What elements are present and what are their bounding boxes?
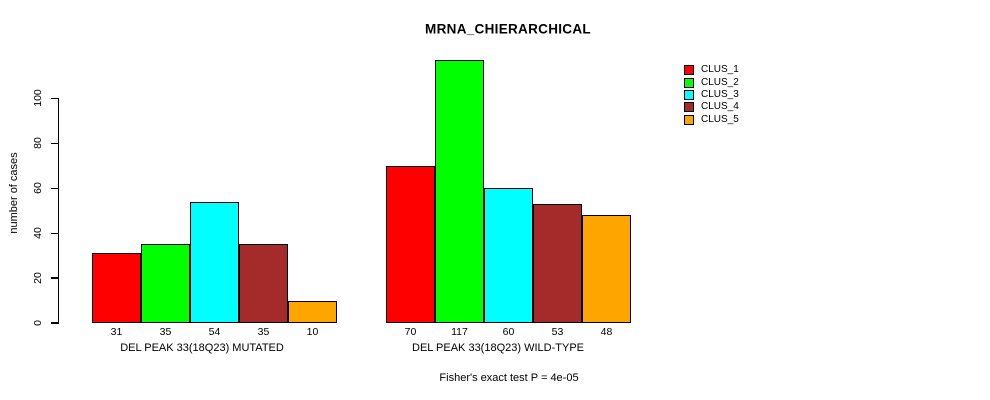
y-tick-label: 40 bbox=[32, 227, 44, 239]
y-tick bbox=[51, 142, 58, 144]
y-tick-label: 80 bbox=[32, 137, 44, 150]
legend-label: CLUS_4 bbox=[701, 101, 739, 113]
y-axis-title: number of cases bbox=[8, 152, 20, 234]
bar-clus_3-group2 bbox=[484, 188, 533, 323]
legend-swatch-icon bbox=[684, 89, 694, 100]
y-tick bbox=[51, 322, 58, 324]
bar-clus_3-group1 bbox=[190, 201, 239, 323]
category-label: DEL PEAK 33(18Q23) MUTATED bbox=[120, 342, 284, 354]
legend-label: CLUS_2 bbox=[701, 76, 739, 88]
bar-value-label: 48 bbox=[600, 326, 613, 338]
bar-clus_4-group2 bbox=[533, 203, 582, 323]
legend-row-clus_1: CLUS_1 bbox=[684, 64, 739, 76]
category-label: DEL PEAK 33(18Q23) WILD-TYPE bbox=[412, 342, 584, 354]
bar-clus_2-group1 bbox=[141, 244, 190, 323]
bar-value-label: 60 bbox=[502, 326, 515, 338]
bar-clus_5-group1 bbox=[288, 300, 337, 323]
y-tick bbox=[51, 97, 58, 99]
y-axis-line bbox=[58, 98, 60, 324]
bar-clus_4-group1 bbox=[239, 244, 288, 323]
chart-title: MRNA_CHIERARCHICAL bbox=[425, 21, 591, 37]
bar-clus_2-group2 bbox=[435, 60, 484, 323]
legend-swatch-icon bbox=[684, 102, 694, 113]
bar-value-label: 35 bbox=[257, 326, 270, 338]
bar-value-label: 54 bbox=[208, 326, 221, 338]
legend-row-clus_5: CLUS_5 bbox=[684, 114, 739, 126]
legend-row-clus_2: CLUS_2 bbox=[684, 76, 739, 88]
bar-value-label: 10 bbox=[306, 326, 319, 338]
legend-swatch-icon bbox=[684, 114, 694, 125]
legend-swatch-icon bbox=[684, 65, 694, 76]
y-tick bbox=[51, 232, 58, 234]
y-tick bbox=[51, 187, 58, 189]
bar-value-label: 35 bbox=[159, 326, 172, 338]
y-tick-label: 0 bbox=[32, 320, 44, 326]
y-tick-label: 20 bbox=[32, 272, 44, 284]
legend-label: CLUS_3 bbox=[701, 88, 739, 100]
bar-value-label: 117 bbox=[451, 326, 468, 338]
y-tick-label: 100 bbox=[32, 89, 44, 108]
legend-swatch-icon bbox=[684, 77, 694, 88]
legend-label: CLUS_1 bbox=[701, 64, 739, 76]
legend-row-clus_3: CLUS_3 bbox=[684, 89, 739, 101]
bar-clus_5-group2 bbox=[582, 215, 631, 323]
bar-clus_1-group2 bbox=[386, 165, 435, 323]
y-tick bbox=[51, 277, 58, 279]
bar-value-label: 53 bbox=[551, 326, 564, 338]
legend-label: CLUS_5 bbox=[701, 113, 739, 125]
y-tick-label: 60 bbox=[32, 182, 44, 195]
legend-row-clus_4: CLUS_4 bbox=[684, 101, 739, 113]
bar-value-label: 70 bbox=[404, 326, 417, 338]
legend: CLUS_1 CLUS_2 CLUS_3 CLUS_4 CLUS_5 bbox=[684, 64, 739, 126]
fisher-test-caption: Fisher's exact test P = 4e-05 bbox=[439, 372, 579, 384]
bar-value-label: 31 bbox=[110, 326, 123, 338]
bar-clus_1-group1 bbox=[92, 253, 141, 323]
